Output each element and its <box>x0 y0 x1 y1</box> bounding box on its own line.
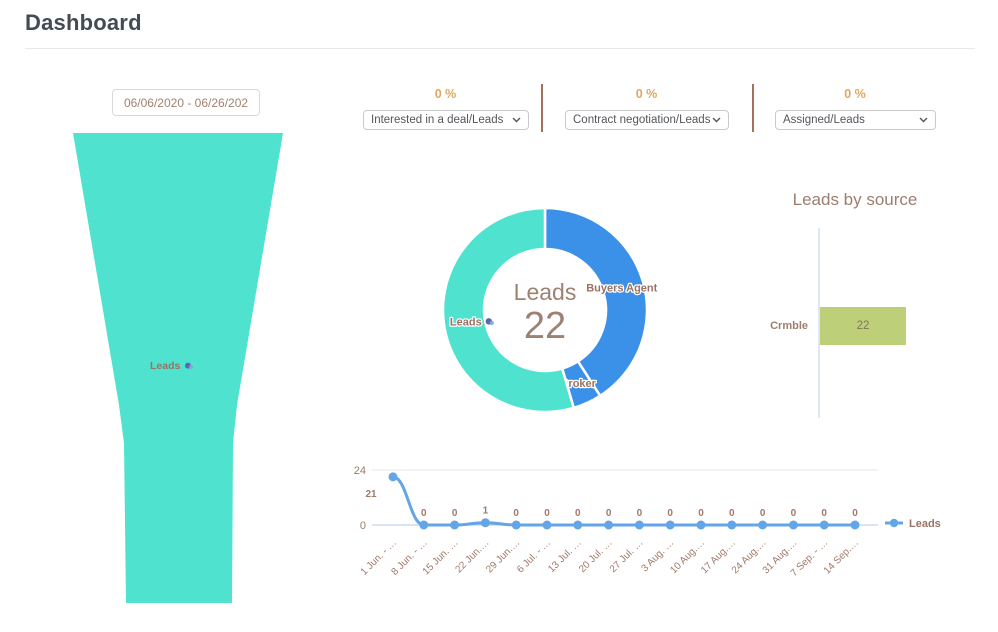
point-value-label: 0 <box>606 508 612 519</box>
point-value-label: 1 <box>483 506 489 517</box>
point-value-label: 0 <box>544 508 550 519</box>
point-value-label: 0 <box>852 508 858 519</box>
donut-segment-label: Buyers Agent <box>586 282 657 294</box>
header-divider <box>25 48 975 49</box>
funnel-stage-label: Leads <box>150 360 194 372</box>
donut-center-label: Leads <box>513 279 577 305</box>
leads-line-series <box>391 475 857 527</box>
kpi-divider <box>752 84 754 132</box>
point-value-label: 0 <box>729 508 735 519</box>
donut-segment-leads[interactable] <box>441 206 575 414</box>
funnel-stage-label-text: Leads <box>150 360 181 372</box>
kpi-divider <box>541 84 543 132</box>
line-point[interactable] <box>634 520 644 530</box>
bar-chart-axis <box>818 228 820 418</box>
line-point[interactable] <box>665 520 675 530</box>
metric-select-assigned[interactable]: Assigned/Leads <box>775 110 936 130</box>
line-point[interactable] <box>511 520 521 530</box>
chevron-down-icon <box>512 117 521 123</box>
line-point[interactable] <box>758 520 768 530</box>
kpi-value-interested: 0 % <box>434 87 457 101</box>
point-value-label: 0 <box>575 508 581 519</box>
date-range-input[interactable] <box>112 89 260 116</box>
line-point[interactable] <box>727 520 737 530</box>
line-point[interactable] <box>819 520 829 530</box>
y-axis-label: 24 <box>354 465 366 477</box>
x-axis-label: 27 Jul. … <box>608 537 646 575</box>
point-value-label: 0 <box>760 508 766 519</box>
chevron-down-icon <box>919 117 928 123</box>
line-point[interactable] <box>850 520 860 530</box>
bar-value-label: 22 <box>856 320 870 332</box>
legend-label: Leads <box>909 518 941 530</box>
donut-center-value: 22 <box>523 305 567 347</box>
leads-icon <box>485 318 495 326</box>
metric-select-contract-label: Contract negotiation/Leads <box>573 114 711 126</box>
donut-segment-label: Leads <box>450 316 482 328</box>
line-legend[interactable]: Leads <box>885 518 941 530</box>
line-point[interactable] <box>480 518 490 528</box>
point-value-label: 0 <box>637 508 643 519</box>
donut-center: Leads 22 <box>475 279 615 347</box>
line-point[interactable] <box>388 472 398 482</box>
line-point[interactable] <box>542 520 552 530</box>
leads-by-source-title: Leads by source <box>792 190 918 209</box>
line-point[interactable] <box>788 520 798 530</box>
line-point[interactable] <box>573 520 583 530</box>
line-point[interactable] <box>604 520 614 530</box>
chevron-down-icon <box>712 117 721 123</box>
point-value-label: 0 <box>821 508 827 519</box>
kpi-value-assigned: 0 % <box>844 87 866 101</box>
page-title: Dashboard <box>25 10 142 35</box>
line-point[interactable] <box>696 520 706 530</box>
funnel-stage-leads[interactable] <box>73 133 283 603</box>
metric-select-contract[interactable]: Contract negotiation/Leads <box>565 110 729 130</box>
line-point[interactable] <box>450 520 460 530</box>
point-value-label: 21 <box>365 489 377 500</box>
point-value-label: 0 <box>452 508 458 519</box>
point-value-label: 0 <box>698 508 704 519</box>
source-bar-crmble[interactable]: 22 <box>820 307 906 345</box>
point-value-label: 0 <box>667 508 673 519</box>
y-axis-label: 0 <box>360 520 366 532</box>
line-point[interactable] <box>419 520 429 530</box>
point-value-label: 0 <box>421 508 427 519</box>
bar-category-label: Crmble <box>770 320 808 332</box>
funnel-chart <box>73 133 283 603</box>
point-value-label: 0 <box>513 508 519 519</box>
metric-select-assigned-label: Assigned/Leads <box>783 114 865 126</box>
point-value-label: 0 <box>791 508 797 519</box>
kpi-value-contract: 0 % <box>635 87 658 101</box>
leads-icon <box>185 362 194 370</box>
metric-select-interested-label: Interested in a deal/Leads <box>371 114 504 126</box>
metric-select-interested[interactable]: Interested in a deal/Leads <box>363 110 529 130</box>
donut-segment-buyers-agent[interactable] <box>543 206 649 398</box>
